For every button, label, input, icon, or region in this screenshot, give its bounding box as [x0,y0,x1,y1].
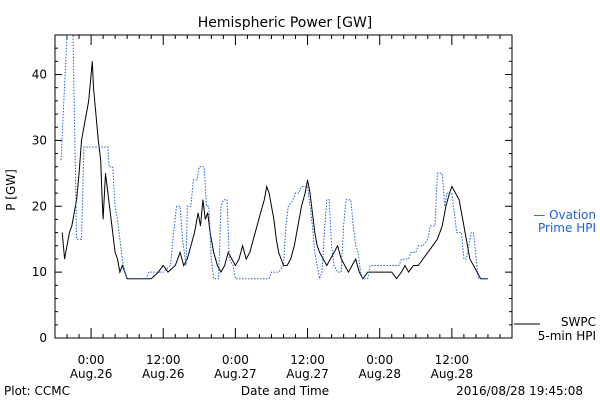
plot-timestamp: 2016/08/28 19:45:08 [456,384,583,398]
y-tick-label: 10 [32,265,47,279]
legend: — Ovation Prime HPI SWPC 5-min HPI [514,208,596,343]
y-tick-label: 20 [32,199,47,213]
chart-title: Hemispheric Power [GW] [198,15,373,31]
x-tick-date-label: Aug.28 [358,367,401,381]
y-tick-label: 0 [39,331,47,345]
y-axis-label: P [GW] [4,169,18,211]
x-tick-time-label: 12:00 [290,353,325,367]
x-tick-date-label: Aug.26 [70,367,113,381]
x-tick-date-label: Aug.26 [142,367,185,381]
x-tick-date-label: Aug.27 [286,367,329,381]
y-axis: 0 10 20 30 40 [32,47,512,345]
legend-swpc-line2: 5-min HPI [538,329,596,343]
y-tick-label: 30 [32,133,47,147]
legend-ovation-line2: Prime HPI [538,221,596,235]
x-tick-time-label: 0:00 [222,353,249,367]
series-swpc-hpi-line [61,61,488,280]
x-tick-date-label: Aug.28 [431,367,474,381]
series-layer [60,35,488,281]
legend-swpc-line1: SWPC [561,315,596,329]
x-tick-time-label: 12:00 [435,353,470,367]
series-ovation-prime-line [60,35,488,281]
plot-source: Plot: CCMC [4,384,70,398]
x-tick-time-label: 0:00 [78,353,105,367]
legend-ovation-line1: — Ovation [533,208,596,222]
x-tick-time-label: 12:00 [146,353,181,367]
x-tick-time-label: 0:00 [366,353,393,367]
x-axis-label: Date and Time [241,384,329,398]
y-tick-label: 40 [32,68,47,82]
x-axis: 0:00Aug.2612:00Aug.260:00Aug.2712:00Aug.… [66,35,501,381]
x-tick-date-label: Aug.27 [214,367,257,381]
